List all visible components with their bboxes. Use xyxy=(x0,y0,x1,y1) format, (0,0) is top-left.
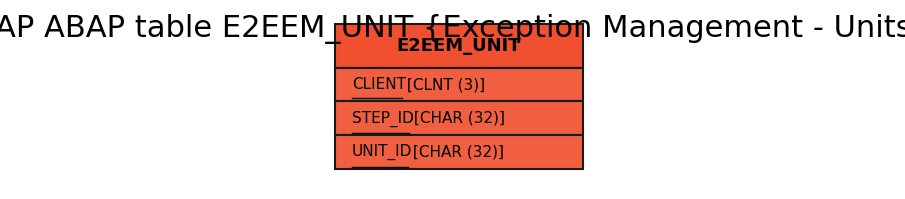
Text: UNIT_ID: UNIT_ID xyxy=(352,144,412,160)
FancyBboxPatch shape xyxy=(336,68,583,101)
Text: [CHAR (32)]: [CHAR (32)] xyxy=(407,145,504,160)
Text: E2EEM_UNIT: E2EEM_UNIT xyxy=(396,37,521,55)
FancyBboxPatch shape xyxy=(336,135,583,169)
Text: SAP ABAP table E2EEM_UNIT {Exception Management - Units}: SAP ABAP table E2EEM_UNIT {Exception Man… xyxy=(0,14,905,44)
Text: STEP_ID: STEP_ID xyxy=(352,110,414,127)
Text: [CLNT (3)]: [CLNT (3)] xyxy=(402,77,485,92)
FancyBboxPatch shape xyxy=(336,101,583,135)
Text: CLIENT: CLIENT xyxy=(352,77,405,92)
Text: [CHAR (32)]: [CHAR (32)] xyxy=(409,111,505,126)
FancyBboxPatch shape xyxy=(336,24,583,68)
